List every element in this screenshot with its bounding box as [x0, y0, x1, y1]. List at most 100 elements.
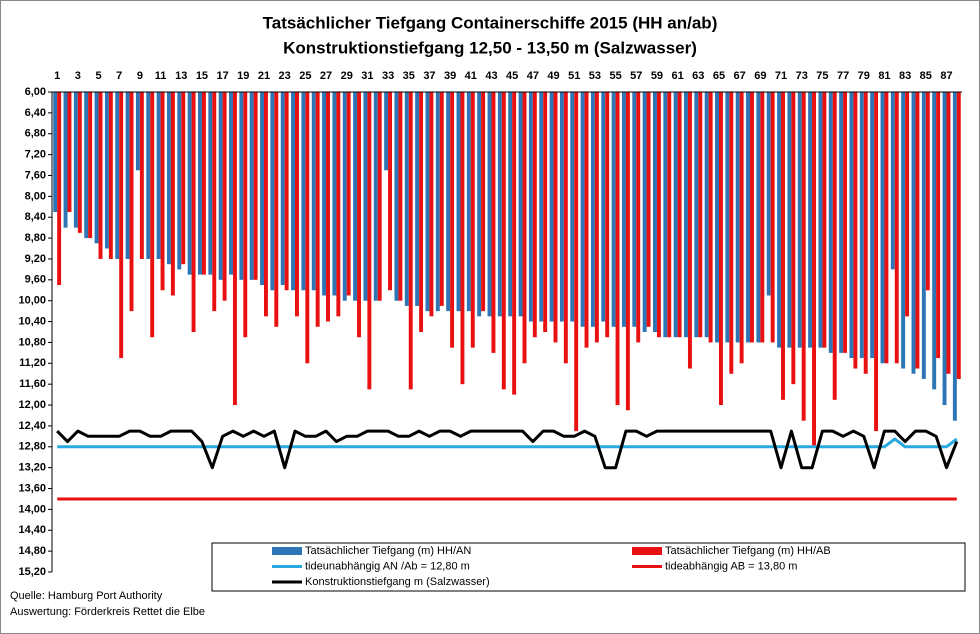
x-tick-label: 33: [382, 70, 394, 82]
bar: [797, 92, 802, 348]
bar: [828, 92, 833, 353]
line-series: [57, 437, 958, 449]
x-tick-label: 73: [796, 70, 808, 82]
bar: [377, 92, 382, 301]
y-tick-label: 10,40: [18, 315, 46, 327]
bar: [263, 92, 268, 317]
bar: [549, 92, 554, 322]
x-tick-label: 83: [899, 70, 911, 82]
y-tick-label: 8,00: [25, 190, 46, 202]
x-tick-label: 25: [299, 70, 311, 82]
bar: [915, 92, 920, 369]
bar: [694, 92, 699, 338]
x-tick-label: 57: [630, 70, 642, 82]
bar: [687, 92, 692, 369]
y-tick-label: 12,80: [18, 441, 46, 453]
bar: [363, 92, 368, 301]
legend-label: Tatsächlicher Tiefgang (m) HH/AB: [665, 545, 831, 557]
bar: [708, 92, 713, 343]
bar: [201, 92, 206, 275]
bar: [756, 92, 761, 343]
bar: [115, 92, 120, 259]
bar: [232, 92, 237, 406]
bar: [781, 92, 785, 400]
bar: [801, 92, 806, 421]
bar: [849, 92, 854, 359]
legend-box: [211, 542, 966, 592]
x-tick-label: 3: [75, 70, 81, 82]
bar: [656, 92, 661, 338]
bar: [332, 92, 337, 296]
bar: [539, 92, 544, 322]
bar: [791, 92, 796, 385]
bar: [956, 92, 961, 379]
bar: [208, 92, 213, 275]
bar: [677, 92, 682, 338]
bar: [808, 92, 813, 348]
x-tick-label: 11: [155, 70, 167, 82]
bar: [305, 92, 310, 364]
x-tick-label: 53: [589, 70, 601, 82]
bar: [477, 92, 482, 317]
y-tick-label: 11,20: [19, 357, 46, 369]
legend: Tatsächlicher Tiefgang (m) HH/AN Tatsächl…: [211, 542, 966, 592]
bar: [191, 92, 196, 332]
bar: [770, 92, 775, 343]
y-tick-label: 9,60: [25, 274, 46, 286]
y-tick-label: 8,80: [25, 232, 46, 244]
x-tick-label: 29: [341, 70, 353, 82]
bar: [156, 92, 161, 259]
bar: [301, 92, 306, 291]
bar: [621, 92, 626, 327]
bar: [766, 92, 771, 296]
bar: [346, 92, 351, 296]
bar: [249, 92, 254, 280]
bar: [787, 92, 792, 348]
bar: [750, 92, 754, 343]
bar: [367, 92, 372, 390]
x-tick-label: 55: [609, 70, 621, 82]
bar: [625, 92, 630, 411]
x-tick-label: 63: [692, 70, 704, 82]
y-tick-label: 9,20: [25, 253, 46, 265]
x-tick-label: 81: [878, 70, 890, 82]
y-tick-label: 6,00: [25, 86, 46, 98]
bar: [746, 92, 751, 343]
bar: [67, 92, 72, 212]
source-note: Quelle: Hamburg Port Authority: [10, 590, 163, 602]
legend-label: tideabhängig AB = 13,80 m: [665, 560, 797, 572]
bar: [104, 92, 109, 249]
bar: [946, 92, 951, 374]
bar: [336, 92, 341, 317]
bar: [580, 92, 585, 327]
bar: [229, 92, 233, 275]
chart-subtitle: Konstruktionstiefgang 12,50 - 13,50 m (S…: [283, 38, 697, 57]
bar: [932, 92, 937, 390]
bar: [425, 92, 430, 312]
bar: [615, 92, 620, 406]
x-tick-label: 43: [485, 70, 497, 82]
x-tick-label: 13: [175, 70, 187, 82]
bar: [88, 92, 93, 239]
bar: [667, 92, 672, 338]
bar: [419, 92, 424, 332]
y-tick-label: 7,60: [25, 169, 46, 181]
legend-label: Tatsächlicher Tiefgang (m) HH/AN: [305, 545, 471, 557]
bar: [181, 92, 186, 265]
bar: [921, 92, 926, 379]
y-tick-label: 10,80: [18, 336, 46, 348]
bar: [725, 92, 730, 343]
bar: [563, 92, 568, 364]
bar: [353, 92, 358, 301]
bar: [739, 92, 744, 364]
bar: [291, 92, 296, 291]
bar: [77, 92, 82, 233]
bar: [532, 92, 537, 338]
x-tick-label: 77: [837, 70, 849, 82]
bar: [884, 92, 889, 364]
bar: [146, 92, 151, 259]
bar: [735, 92, 740, 343]
bar: [894, 92, 899, 364]
bar: [601, 92, 606, 322]
